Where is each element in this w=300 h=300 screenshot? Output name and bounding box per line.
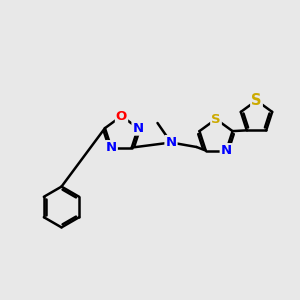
- Text: N: N: [165, 136, 177, 149]
- Text: S: S: [251, 93, 262, 108]
- Text: N: N: [106, 141, 117, 154]
- Text: N: N: [221, 144, 232, 157]
- Text: S: S: [211, 112, 221, 126]
- Text: N: N: [133, 122, 144, 135]
- Text: O: O: [116, 110, 127, 123]
